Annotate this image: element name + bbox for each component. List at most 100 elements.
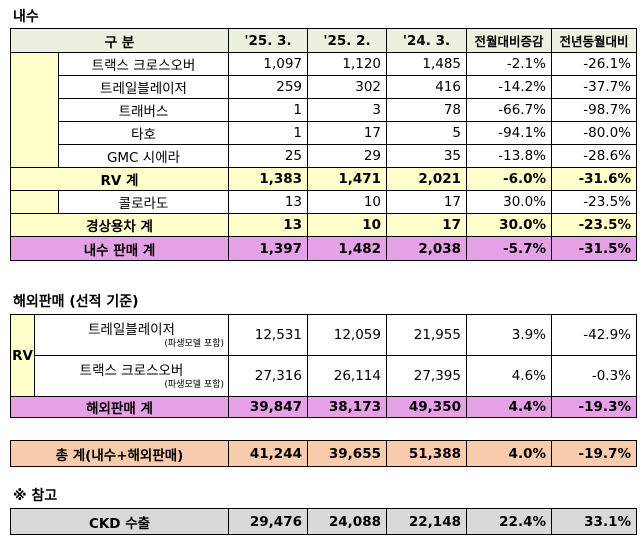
value-mom: 30.0%: [466, 190, 553, 214]
row-label: CKD 수출: [10, 508, 229, 535]
domestic-total-row: 내수 판매 계 1,397 1,482 2,038 -5.7% -31.5%: [9, 236, 638, 261]
section-title-export: 해외판매 (선적 기준): [13, 294, 139, 310]
domestic-sales-table: 구 분 '25. 3. '25. 2. '24. 3. 전월대비증감 전년동월대…: [9, 28, 638, 261]
value-2025-02: 24,088: [307, 508, 387, 535]
value-yoy: -37.7%: [551, 75, 638, 99]
table-row: 콜로라도 13 10 17 30.0% -23.5%: [10, 190, 638, 214]
table-row: 트래버스 1 3 78 -66.7% -98.7%: [11, 98, 638, 122]
value-2025-02: 26,114: [307, 355, 387, 397]
header-2024-03: '24. 3.: [386, 28, 468, 53]
value-yoy: -31.6%: [551, 167, 638, 191]
row-label: 해외판매 계: [10, 396, 229, 418]
grand-total-row: 총 계(내수+해외판매) 41,244 39,655 51,388 4.0% -…: [10, 440, 637, 467]
value-mom: -14.2%: [466, 75, 553, 99]
value-yoy: -19.3%: [551, 396, 637, 418]
value-mom: -2.1%: [466, 52, 553, 76]
value-yoy: -19.7%: [551, 440, 637, 467]
row-label: 총 계(내수+해외판매): [10, 440, 229, 467]
model-name: 트래버스: [57, 98, 230, 122]
value-2025-03: 259: [228, 75, 309, 99]
value-2025-02: 38,173: [307, 396, 387, 418]
value-yoy: -26.1%: [551, 52, 638, 76]
value-2024-03: 21,955: [386, 314, 467, 356]
value-2024-03: 22,148: [386, 508, 467, 535]
model-name: 트랙스 크로스오버: [79, 362, 184, 379]
value-2025-02: 10: [307, 190, 388, 214]
table-row: 트랙스 크로스오버 1,097 1,120 1,485 -2.1% -26.1%: [10, 52, 638, 168]
header-2025-02: '25. 2.: [307, 28, 388, 53]
value-2025-02: 39,655: [307, 440, 387, 467]
value-2025-02: 10: [307, 213, 388, 237]
row-label: 내수 판매 계: [9, 236, 230, 261]
value-2025-03: 29,476: [228, 508, 308, 535]
value-yoy: -80.0%: [551, 121, 638, 145]
value-2025-03: 12,531: [228, 314, 308, 356]
table-row: RV 트레일블레이저 (파생모델 포함) 12,531 12,059 21,95…: [10, 314, 637, 397]
value-2024-03: 35: [386, 144, 468, 168]
model-cell: 트랙스 크로스오버 (파생모델 포함): [34, 355, 229, 397]
model-name: 트레일블레이저: [57, 75, 230, 99]
table-row: 타호 1 17 5 -94.1% -80.0%: [11, 121, 638, 145]
commercial-total-row: 경상용차 계 13 10 17 30.0% -23.5%: [9, 213, 638, 237]
value-2025-03: 1,097: [228, 52, 309, 76]
ckd-table: CKD 수출 29,476 24,088 22,148 22.4% 33.1%: [10, 508, 637, 535]
value-2024-03: 5: [386, 121, 468, 145]
model-note: (파생모델 포함): [164, 379, 224, 390]
table-row: 트랙스 크로스오버 (파생모델 포함) 27,316 26,114 27,395…: [11, 355, 637, 397]
value-yoy: -98.7%: [551, 98, 638, 122]
value-2025-03: 1: [228, 98, 309, 122]
value-2024-03: 17: [386, 190, 468, 214]
value-mom: 22.4%: [466, 508, 552, 535]
value-2025-03: 1: [228, 121, 309, 145]
value-2025-02: 1,120: [307, 52, 388, 76]
value-2025-02: 302: [307, 75, 388, 99]
section-title-domestic: 내수: [13, 9, 39, 25]
ckd-row: CKD 수출 29,476 24,088 22,148 22.4% 33.1%: [10, 508, 637, 535]
export-sales-table: RV 트레일블레이저 (파생모델 포함) 12,531 12,059 21,95…: [10, 314, 637, 418]
value-yoy: -0.3%: [551, 355, 637, 397]
value-2024-03: 49,350: [386, 396, 467, 418]
value-2024-03: 78: [386, 98, 468, 122]
value-mom: 4.0%: [466, 440, 552, 467]
value-2024-03: 51,388: [386, 440, 467, 467]
value-2025-03: 41,244: [228, 440, 308, 467]
section-title-reference: ※ 참고: [13, 488, 58, 504]
table-row: 트레일블레이저 259 302 416 -14.2% -37.7%: [11, 75, 638, 99]
value-2025-02: 12,059: [307, 314, 387, 356]
value-2025-02: 29: [307, 144, 388, 168]
value-2024-03: 17: [386, 213, 468, 237]
row-label: RV 계: [9, 167, 230, 191]
value-yoy: -28.6%: [551, 144, 638, 168]
value-yoy: -23.5%: [551, 213, 638, 237]
value-mom: -5.7%: [466, 236, 553, 261]
value-mom: -6.0%: [466, 167, 553, 191]
value-mom: 30.0%: [466, 213, 553, 237]
grand-total-table: 총 계(내수+해외판매) 41,244 39,655 51,388 4.0% -…: [10, 440, 637, 467]
value-2025-02: 1,471: [307, 167, 388, 191]
value-2025-02: 17: [307, 121, 388, 145]
row-label: 경상용차 계: [9, 213, 230, 237]
value-2024-03: 1,485: [386, 52, 468, 76]
value-yoy: 33.1%: [551, 508, 637, 535]
value-2025-03: 1,383: [228, 167, 309, 191]
header-mom: 전월대비증감: [466, 28, 553, 53]
value-2025-03: 13: [228, 190, 309, 214]
model-name: 타호: [57, 121, 230, 145]
value-2025-03: 25: [228, 144, 309, 168]
rv-group-cell: [10, 52, 59, 168]
export-total-row: 해외판매 계 39,847 38,173 49,350 4.4% -19.3%: [10, 396, 637, 418]
value-2025-02: 1,482: [307, 236, 388, 261]
value-yoy: -42.9%: [551, 314, 637, 356]
value-mom: -66.7%: [466, 98, 553, 122]
model-name: 콜로라도: [57, 190, 230, 214]
header-2025-03: '25. 3.: [228, 28, 309, 53]
header-category: 구 분: [9, 28, 230, 53]
model-name: 트랙스 크로스오버: [57, 52, 230, 76]
value-2024-03: 416: [386, 75, 468, 99]
value-mom: 4.6%: [466, 355, 552, 397]
value-2025-02: 3: [307, 98, 388, 122]
model-note: (파생모델 포함): [164, 338, 224, 349]
table-row: GMC 시에라 25 29 35 -13.8% -28.6%: [11, 144, 638, 168]
value-mom: 4.4%: [466, 396, 552, 418]
value-yoy: -23.5%: [551, 190, 638, 214]
